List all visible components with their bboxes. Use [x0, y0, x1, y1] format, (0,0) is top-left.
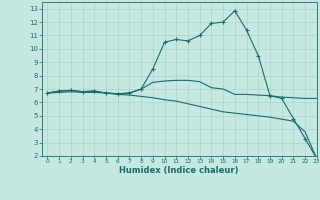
X-axis label: Humidex (Indice chaleur): Humidex (Indice chaleur) [119, 166, 239, 175]
